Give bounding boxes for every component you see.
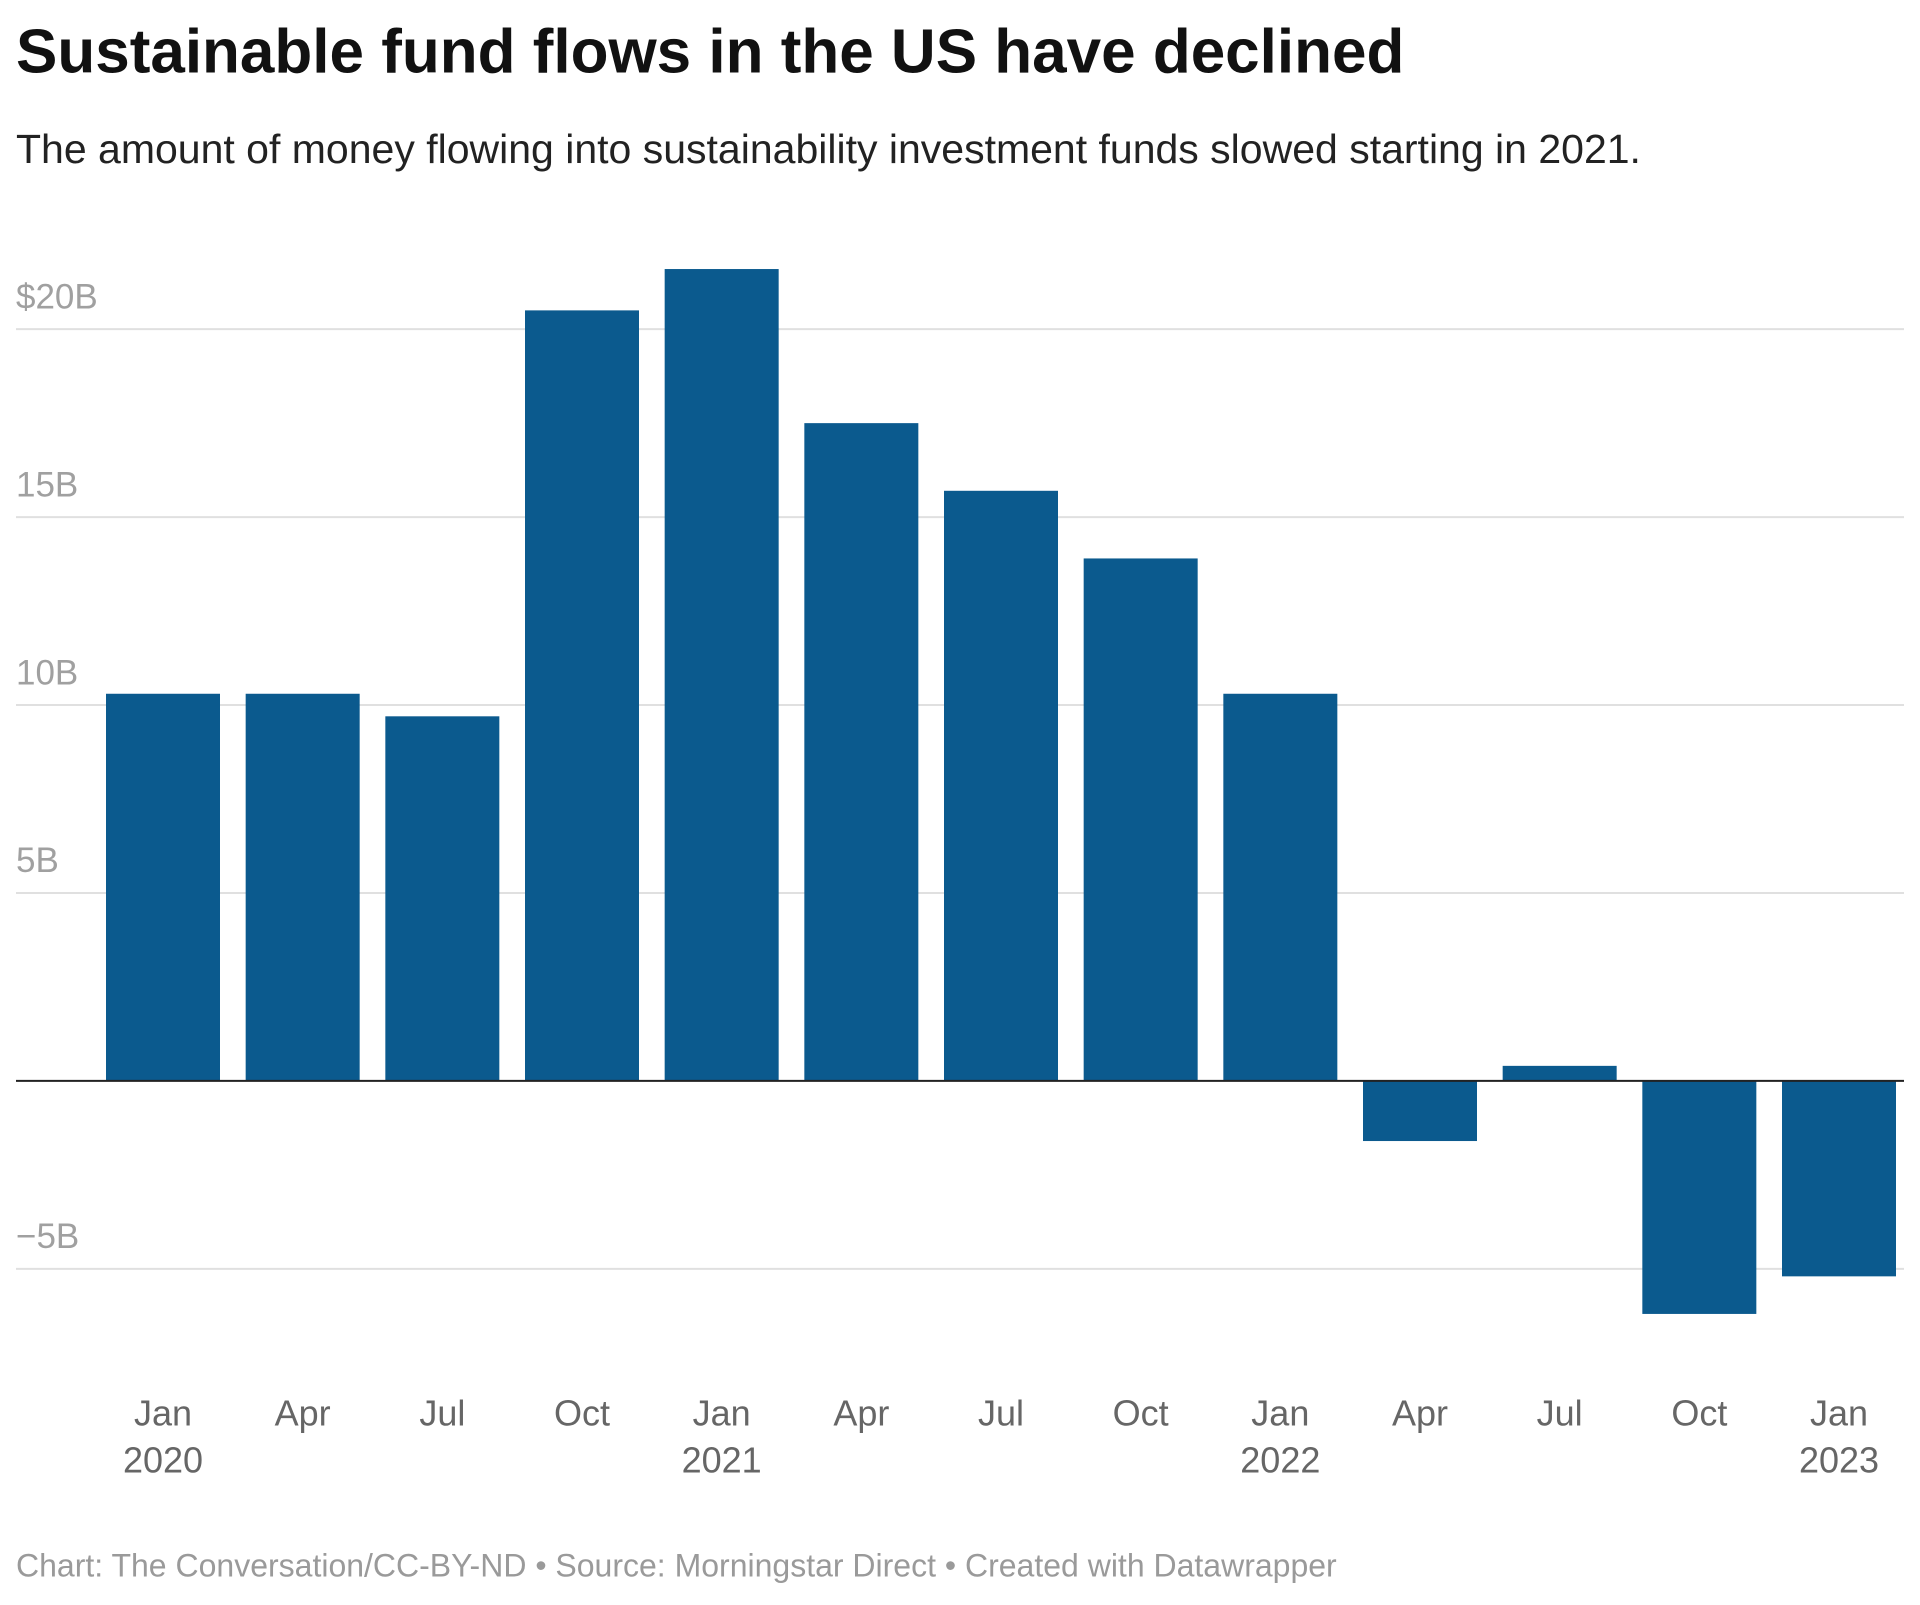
x-tick-label: Apr [275,1393,331,1434]
bar [245,693,360,1081]
bar [944,490,1058,1081]
bar [106,693,220,1081]
x-tick-label: Jan [1251,1393,1309,1434]
bar [525,310,639,1081]
x-tick-label: Apr [833,1393,889,1434]
chart-subtitle: The amount of money flowing into sustain… [16,126,1641,172]
x-tick-label: Apr [1392,1393,1448,1434]
x-year-label: 2022 [1240,1440,1320,1481]
x-tick-label: Jul [419,1393,465,1434]
x-tick-label: Oct [1671,1393,1727,1434]
bar [1223,693,1338,1081]
x-tick-label: Jul [1537,1393,1583,1434]
y-tick-label: 15B [16,465,78,504]
footer: Chart: The Conversation/CC-BY-ND • Sourc… [16,1547,1337,1583]
x-tick-label: Jan [134,1393,192,1434]
bar [1363,1080,1477,1142]
bar [1642,1080,1757,1314]
x-year-label: 2020 [123,1440,203,1481]
bar [1083,558,1198,1081]
y-tick-label: $20B [16,277,98,316]
x-tick-label: Jan [1810,1393,1868,1434]
x-tick-label: Jul [978,1393,1024,1434]
bar [664,269,779,1081]
chart-title: Sustainable fund flows in the US have de… [16,17,1404,86]
y-tick-label: −5B [16,1217,79,1256]
x-year-label: 2023 [1799,1440,1879,1481]
x-tick-label: Oct [1113,1393,1169,1434]
y-tick-label: 10B [16,653,78,692]
y-tick-label: 5B [16,841,59,880]
bar [385,716,500,1081]
bar [804,423,919,1081]
bar [1782,1080,1896,1277]
bar [1502,1065,1617,1081]
x-tick-label: Jan [693,1393,751,1434]
x-tick-label: Oct [554,1393,610,1434]
x-year-label: 2021 [682,1440,762,1481]
